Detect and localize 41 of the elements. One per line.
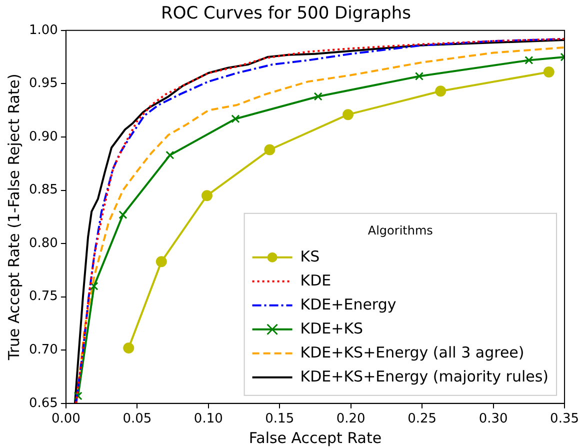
point: [231, 114, 240, 124]
x-tick-label: 0.20: [336, 412, 366, 427]
y-axis-title: True Accept Rate (1-False Reject Rate): [4, 74, 23, 362]
point: [156, 256, 167, 268]
point: [90, 282, 98, 290]
x-tick-label: 0.25: [408, 412, 437, 427]
legend-label: KDE+KS: [300, 319, 364, 338]
legend-label: KDE+KS+Energy (all 3 agree): [300, 343, 524, 362]
y-tick-label: 0.90: [28, 129, 58, 144]
y-tick-label: 0.70: [28, 342, 58, 358]
x-tick-label: 0.15: [265, 412, 294, 427]
legend-title: Algorithms: [368, 224, 433, 238]
x-tick-label: 0.05: [122, 412, 152, 427]
point: [414, 72, 424, 81]
legend-label: KDE+Energy: [300, 295, 396, 314]
point: [543, 66, 554, 78]
point: [118, 210, 128, 220]
x-tick-label: 0.10: [194, 412, 223, 427]
point: [264, 144, 276, 156]
legend-label: KDE: [300, 271, 332, 290]
x-axis-title: False Accept Rate: [248, 428, 382, 447]
x-tick-label: 0.30: [478, 412, 508, 427]
y-tick-label: 1.00: [28, 22, 58, 38]
x-tick-label: 0.35: [550, 412, 580, 427]
y-tick-label: 0.85: [28, 182, 58, 198]
point: [342, 109, 354, 120]
chart-title: ROC Curves for 500 Digraphs: [161, 4, 412, 24]
legend-label: KS: [300, 247, 320, 266]
y-tick-label: 0.75: [28, 289, 58, 304]
y-tick-label: 0.65: [28, 396, 58, 411]
point: [524, 56, 534, 65]
point: [314, 92, 322, 101]
legend-label: KDE+KS+Energy (majority rules): [300, 367, 549, 386]
y-tick-label: 0.80: [28, 236, 58, 251]
point: [74, 392, 82, 400]
y-tick-label: 0.95: [28, 76, 58, 92]
x-tick-label: 0.00: [51, 412, 80, 427]
point: [435, 86, 446, 97]
point: [123, 342, 134, 354]
point: [201, 190, 212, 202]
point: [166, 150, 174, 160]
